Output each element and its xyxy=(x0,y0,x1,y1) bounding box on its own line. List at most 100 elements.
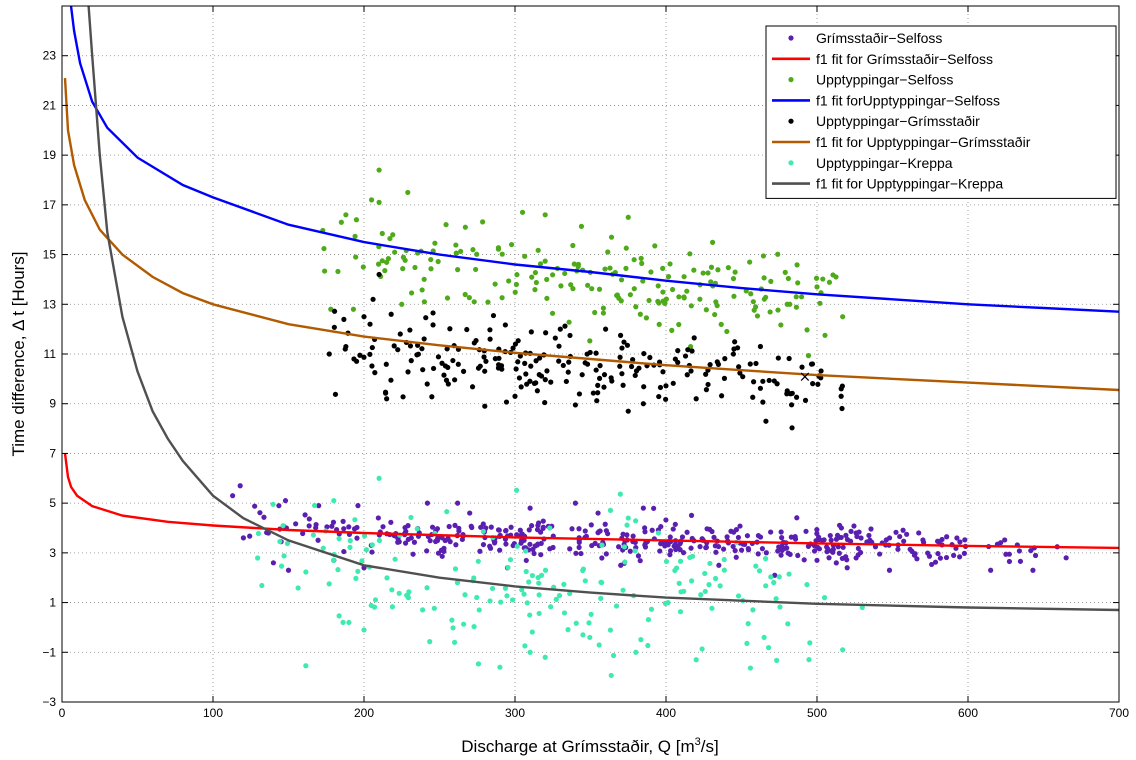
data-point xyxy=(593,367,599,373)
data-point xyxy=(632,548,638,554)
data-point xyxy=(353,254,359,260)
data-point xyxy=(499,251,505,257)
data-point xyxy=(648,606,655,612)
data-point xyxy=(367,321,373,327)
data-point xyxy=(270,501,276,507)
data-point xyxy=(480,219,486,225)
data-point xyxy=(340,518,346,524)
data-point xyxy=(376,199,382,205)
data-point xyxy=(840,544,846,550)
data-point xyxy=(382,268,388,274)
data-point xyxy=(361,314,367,320)
data-point xyxy=(647,354,653,361)
data-point xyxy=(777,604,783,610)
data-point xyxy=(408,535,414,541)
data-point xyxy=(669,327,675,333)
data-point xyxy=(935,550,941,557)
data-point xyxy=(712,575,719,582)
data-point xyxy=(513,366,519,372)
data-point xyxy=(700,270,706,276)
data-point xyxy=(1002,537,1008,543)
data-point xyxy=(702,570,708,577)
data-point xyxy=(341,316,347,322)
data-point xyxy=(519,209,526,215)
data-point xyxy=(566,319,572,325)
data-point xyxy=(341,548,347,555)
data-point xyxy=(707,560,713,567)
data-point xyxy=(330,557,337,563)
data-point xyxy=(641,384,647,390)
data-point xyxy=(542,399,548,406)
legend-label: f1 fit for Grímsstaðir−Selfoss xyxy=(816,51,993,67)
data-point xyxy=(843,554,849,560)
data-point xyxy=(822,332,828,338)
data-point xyxy=(623,265,629,271)
data-point xyxy=(802,397,809,403)
data-point xyxy=(631,257,637,263)
data-point xyxy=(649,527,655,533)
data-point xyxy=(840,647,846,653)
series-upptyppingar-selfoss xyxy=(320,167,846,359)
data-point xyxy=(439,360,445,366)
data-point xyxy=(387,235,393,242)
data-point xyxy=(830,272,836,278)
data-point xyxy=(306,523,312,529)
data-point xyxy=(687,554,693,561)
data-point xyxy=(552,335,558,341)
data-point xyxy=(388,311,394,317)
data-point xyxy=(636,365,642,371)
data-point xyxy=(255,530,262,537)
data-point xyxy=(895,546,901,552)
data-point xyxy=(576,544,582,551)
data-point xyxy=(433,538,439,545)
data-point xyxy=(563,378,569,385)
data-point xyxy=(572,402,579,408)
data-point xyxy=(988,567,994,573)
data-point xyxy=(522,643,528,649)
data-point xyxy=(556,358,562,364)
y-tick-label: 21 xyxy=(43,98,57,112)
data-point xyxy=(784,391,790,397)
data-point xyxy=(711,534,717,540)
data-point xyxy=(392,249,398,255)
data-point xyxy=(814,527,820,533)
data-point xyxy=(799,364,805,370)
data-point xyxy=(421,336,427,342)
data-point xyxy=(684,288,690,294)
data-point xyxy=(715,543,722,550)
data-point xyxy=(414,526,420,532)
data-point xyxy=(469,384,476,390)
data-point xyxy=(998,540,1004,546)
data-point xyxy=(735,534,742,541)
data-point xyxy=(542,377,548,383)
data-point xyxy=(361,354,367,360)
data-point xyxy=(624,522,630,528)
y-tick-label: 9 xyxy=(49,397,56,411)
data-point xyxy=(595,382,601,389)
data-point xyxy=(462,291,468,298)
data-point xyxy=(376,167,382,173)
y-tick-label: 19 xyxy=(43,148,57,162)
data-point xyxy=(688,368,694,374)
data-point xyxy=(332,391,339,397)
data-point xyxy=(514,272,520,278)
data-point xyxy=(810,381,816,387)
data-point xyxy=(523,557,529,564)
data-point xyxy=(774,381,780,387)
data-point xyxy=(689,578,695,584)
data-point xyxy=(665,600,671,606)
data-point xyxy=(527,612,533,618)
data-point xyxy=(376,271,382,278)
data-point xyxy=(684,529,690,535)
data-point xyxy=(452,377,458,383)
data-point xyxy=(441,372,447,378)
data-point xyxy=(376,475,382,481)
data-point xyxy=(430,322,436,328)
legend-entry: Upptyppingar−Selfoss xyxy=(788,72,953,88)
data-point xyxy=(747,665,754,671)
data-point xyxy=(466,295,472,301)
data-point xyxy=(855,545,861,552)
data-point xyxy=(400,254,407,260)
data-point xyxy=(676,294,682,300)
